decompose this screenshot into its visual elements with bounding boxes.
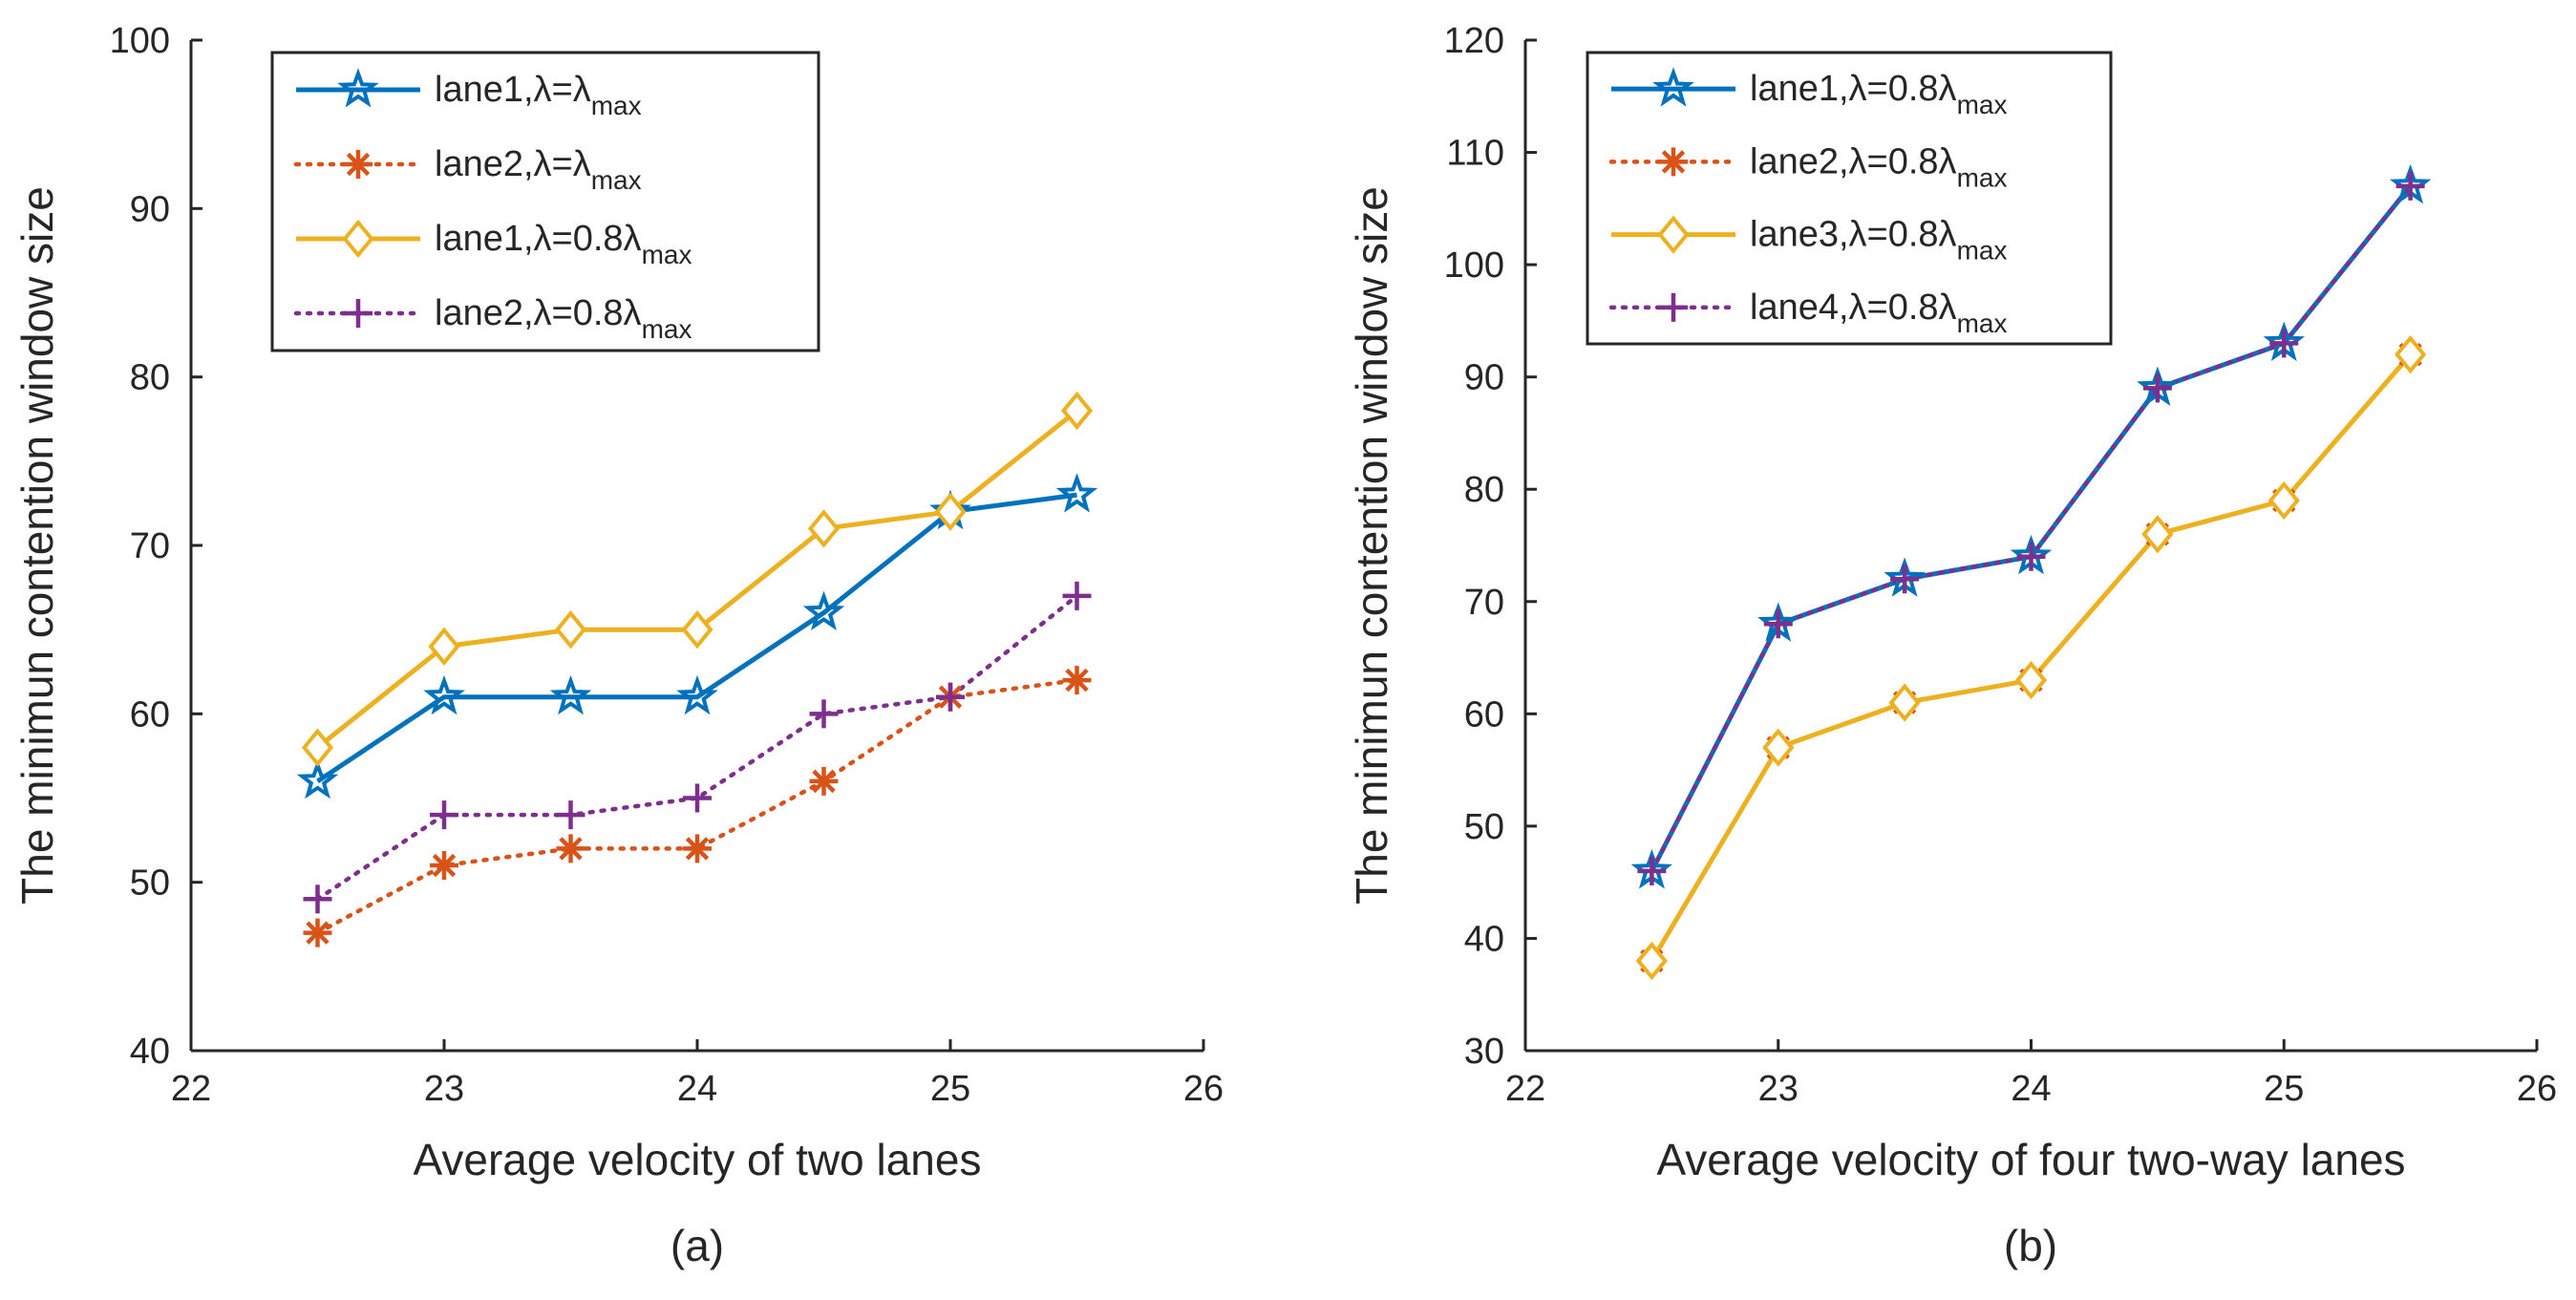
data-point-series-4 (1062, 581, 1092, 610)
data-point-series-3 (301, 728, 334, 767)
data-point-series-1 (1055, 473, 1098, 513)
y-tick-label: 30 (1464, 1032, 1504, 1072)
data-point-series-4 (2269, 329, 2299, 358)
y-tick-label: 40 (130, 1032, 170, 1072)
series-line-2 (1650, 352, 2413, 964)
data-point-series-4 (1763, 609, 1793, 639)
data-point-series-2 (683, 834, 712, 863)
data-point-series-3 (1762, 728, 1795, 767)
data-point-series-3 (1888, 683, 1921, 722)
legend-label: lane2,λ=0.8λmax (1750, 141, 2007, 192)
data-point-series-4 (2142, 373, 2172, 403)
data-point-series-2 (430, 851, 458, 881)
y-tick-label: 80 (130, 358, 170, 398)
x-tick-label: 24 (2011, 1069, 2051, 1109)
data-point-series-2 (809, 766, 839, 796)
x-tick-label: 23 (1758, 1069, 1799, 1109)
legend-swatch-marker (1659, 292, 1688, 322)
y-tick-label: 80 (1464, 470, 1504, 510)
data-point-series-4 (936, 682, 965, 712)
y-tick-label: 100 (1444, 245, 1504, 286)
legend-label: lane1,λ=0.8λmax (1750, 69, 2007, 119)
y-tick-label: 60 (1464, 694, 1504, 735)
y-tick-label: 110 (1446, 134, 1504, 174)
legend-label: lane1,λ=0.8λmax (435, 219, 692, 269)
data-point-series-4 (1637, 856, 1667, 885)
legend-label: lane2,λ=0.8λmax (435, 293, 692, 344)
data-point-series-2 (1062, 666, 1092, 695)
legend-swatch-marker (1657, 215, 1690, 254)
data-point-series-4 (303, 884, 332, 914)
y-tick-label: 60 (130, 694, 170, 735)
chart-panel-b: 30 40 50 60 70 80 90 100 110 120 22 23 24 25 26 Average… (1347, 21, 2557, 1270)
x-axis-label: Average velocity of two lanes (414, 1135, 982, 1184)
data-point-series-4 (2395, 171, 2425, 201)
panel-caption: (b) (2004, 1221, 2057, 1270)
legend-label: lane1,λ=λmax (435, 70, 642, 120)
legend-swatch-marker (344, 299, 373, 328)
data-point-series-4 (430, 800, 458, 830)
x-tick-label: 25 (930, 1069, 970, 1109)
data-point-series-4 (1890, 565, 1920, 594)
y-tick-label: 90 (1464, 358, 1504, 398)
data-point-series-3 (2141, 515, 2174, 554)
y-tick-label: 90 (130, 189, 170, 229)
data-point-series-3 (807, 509, 841, 548)
data-point-series-1 (802, 590, 845, 631)
y-tick-label: 70 (1464, 583, 1504, 623)
legend-label: lane4,λ=0.8λmax (1750, 288, 2007, 338)
legend-label: lane3,λ=0.8λmax (1750, 215, 2007, 266)
data-point-series-3 (1635, 941, 1668, 981)
legend: lane1,λ=λmax lane2,λ=λmax lane1,λ=0.8λmax l… (270, 51, 820, 352)
legend-swatch-marker (342, 219, 374, 259)
data-point-series-1 (549, 674, 592, 715)
legend-swatch-marker (1652, 67, 1694, 107)
data-point-series-1 (296, 759, 339, 799)
y-tick-label: 120 (1444, 21, 1504, 61)
panel-caption: (a) (671, 1221, 724, 1270)
x-axis-label: Average velocity of four two-way lanes (1656, 1135, 2405, 1184)
x-tick-label: 22 (1505, 1069, 1545, 1109)
chart-panel-a: 40 50 60 70 80 90 100 22 23 24 25 26 Average velocit… (12, 21, 1224, 1270)
legend-swatch-marker (1659, 147, 1688, 177)
y-tick-label: 40 (1464, 919, 1504, 959)
data-point-series-3 (681, 610, 713, 650)
legend-swatch-marker (337, 68, 379, 108)
data-point-series-3 (2395, 335, 2427, 374)
data-point-series-1 (423, 674, 465, 715)
y-tick-label: 50 (130, 863, 170, 904)
y-tick-label: 100 (110, 21, 170, 61)
data-point-series-3 (428, 627, 460, 666)
series-line-3 (1650, 352, 2413, 963)
x-tick-label: 26 (1183, 1069, 1224, 1109)
x-tick-label: 26 (2517, 1069, 2557, 1109)
data-point-series-4 (556, 800, 585, 830)
data-point-series-1 (676, 674, 718, 715)
data-point-series-3 (2267, 480, 2300, 521)
y-tick-label: 70 (130, 526, 170, 566)
data-point-series-3 (2014, 660, 2048, 700)
data-point-series-3 (1060, 391, 1094, 431)
y-axis-label: The minimun contention window size (1347, 186, 1396, 905)
y-axis-label: The minimun contention window size (12, 186, 62, 905)
legend-label: lane2,λ=λmax (435, 144, 642, 195)
x-tick-label: 25 (2264, 1069, 2304, 1109)
x-tick-label: 24 (677, 1069, 717, 1109)
data-point-series-3 (934, 492, 967, 531)
x-tick-label: 23 (424, 1069, 464, 1109)
legend: lane1,λ=0.8λmax lane2,λ=0.8λmax lane3,λ=0.… (1586, 51, 2113, 346)
data-point-series-2 (303, 918, 332, 948)
data-point-series-4 (2016, 542, 2046, 571)
data-point-series-4 (683, 783, 712, 813)
legend-swatch-marker (344, 150, 373, 179)
data-point-series-3 (554, 610, 587, 650)
y-tick-label: 50 (1464, 807, 1504, 847)
data-point-series-4 (809, 699, 839, 729)
data-point-series-2 (556, 834, 585, 863)
x-tick-label: 22 (171, 1069, 211, 1109)
